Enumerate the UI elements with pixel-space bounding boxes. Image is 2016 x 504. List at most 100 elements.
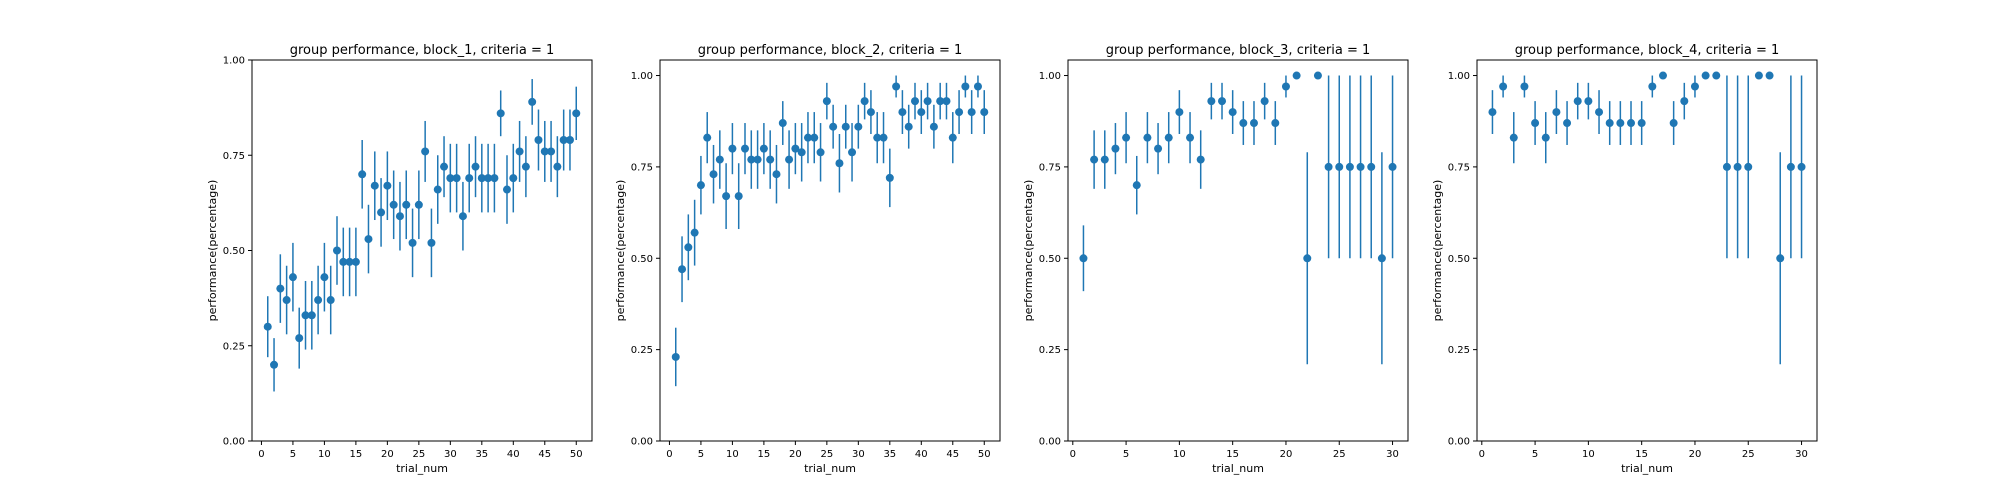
y-tick-label: 0.25 (631, 345, 653, 356)
y-tick-label: 0.75 (1039, 162, 1061, 173)
data-point (797, 148, 806, 157)
data-point (320, 273, 329, 282)
y-axis-label: performance(percentage) (206, 180, 219, 322)
data-point (1175, 108, 1184, 117)
data-point (339, 257, 348, 266)
data-point (892, 82, 901, 91)
chart-panel-3: 0 5 10 15 20 25 30 0.00 0.25 0.50 0.75 1.00 group pe… (1022, 43, 1409, 475)
data-point (1281, 82, 1290, 91)
data-point (961, 82, 970, 91)
data-point (1335, 162, 1344, 171)
x-tick-label: 5 (1123, 449, 1129, 460)
data-point (345, 257, 354, 266)
plot-frame (1476, 59, 1818, 442)
data-point (734, 192, 743, 201)
y-tick-label: 0.50 (631, 254, 653, 265)
data-point (1132, 181, 1141, 190)
data-point (389, 200, 398, 209)
data-point (1303, 254, 1312, 263)
x-tick-label: 15 (1635, 449, 1648, 460)
chart-title: group performance, block_1, criteria = 1 (290, 43, 555, 58)
data-point (816, 148, 825, 157)
data-point (866, 108, 875, 117)
data-point (955, 108, 964, 117)
x-tick-label: 35 (475, 449, 488, 460)
data-point (515, 147, 524, 156)
data-point (295, 334, 304, 343)
data-point (1754, 71, 1763, 80)
data-point (547, 147, 556, 156)
data-point (923, 97, 932, 106)
chart-title: group performance, block_4, criteria = 1 (1515, 43, 1780, 58)
data-point (848, 148, 857, 157)
data-point (421, 147, 430, 156)
plot-frame (251, 59, 593, 442)
data-point (829, 122, 838, 131)
chart-title: group performance, block_2, criteria = 1 (698, 43, 963, 58)
data-point (509, 174, 518, 183)
data-point (1218, 97, 1227, 106)
data-point (1733, 162, 1742, 171)
data-point (301, 311, 310, 320)
data-point (1722, 162, 1731, 171)
data-point (822, 97, 831, 106)
y-axis-label: performance(percentage) (1431, 180, 1444, 322)
data-point (917, 108, 926, 117)
plot-frame (1067, 59, 1409, 442)
x-tick-label: 25 (412, 449, 425, 460)
data-point (496, 109, 505, 118)
data-point (440, 162, 449, 171)
data-point (307, 311, 316, 320)
data-point (1627, 119, 1636, 128)
x-tick-label: 25 (820, 449, 833, 460)
x-tick-label: 10 (318, 449, 331, 460)
data-point (879, 133, 888, 142)
data-point (402, 200, 411, 209)
data-point (326, 296, 335, 305)
data-point (1100, 155, 1109, 164)
data-point (715, 155, 724, 164)
data-point (967, 108, 976, 117)
data-point (1669, 119, 1678, 128)
x-tick-label: 5 (1532, 449, 1538, 460)
data-point (1239, 119, 1248, 128)
data-point (803, 133, 812, 142)
y-tick-label: 1.00 (631, 71, 653, 82)
data-point (929, 122, 938, 131)
data-point (1154, 144, 1163, 153)
data-point (1531, 119, 1540, 128)
data-point (1573, 97, 1582, 106)
x-tick-label: 40 (507, 449, 520, 460)
data-point (528, 97, 537, 106)
x-tick-label: 10 (726, 449, 739, 460)
data-point (1499, 82, 1508, 91)
data-point (1520, 82, 1529, 91)
data-point (1744, 162, 1753, 171)
x-tick-label: 30 (444, 449, 457, 460)
data-point (1605, 119, 1614, 128)
data-point (1090, 155, 1099, 164)
y-tick-label: 0.00 (1448, 437, 1470, 448)
data-point (1563, 119, 1572, 128)
y-tick-label: 0.25 (1039, 345, 1061, 356)
x-axis-label: trial_num (1621, 462, 1673, 475)
data-point (1143, 133, 1152, 142)
data-point (778, 119, 787, 128)
x-tick-label: 50 (570, 449, 583, 460)
data-point (841, 122, 850, 131)
data-point (854, 122, 863, 131)
x-tick-label: 30 (1795, 449, 1808, 460)
data-point (1648, 82, 1657, 91)
data-point (973, 82, 982, 91)
x-tick-label: 10 (1173, 449, 1186, 460)
data-point (1324, 162, 1333, 171)
data-point (722, 192, 731, 201)
x-tick-label: 50 (978, 449, 991, 460)
data-point (1776, 254, 1785, 263)
data-point (1271, 119, 1280, 128)
x-tick-label: 20 (381, 449, 394, 460)
data-point (1690, 82, 1699, 91)
data-point (276, 284, 285, 293)
data-point (948, 133, 957, 142)
data-point (904, 122, 913, 131)
